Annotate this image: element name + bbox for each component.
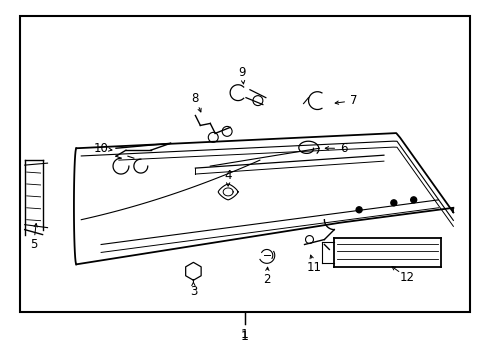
Circle shape <box>411 197 416 203</box>
Circle shape <box>391 200 397 206</box>
Text: 1: 1 <box>241 328 249 341</box>
Circle shape <box>356 207 362 213</box>
Text: 11: 11 <box>307 261 322 274</box>
Text: 10: 10 <box>94 142 109 155</box>
Text: 12: 12 <box>399 271 414 284</box>
Text: 1: 1 <box>241 330 249 343</box>
Bar <box>20 16 470 312</box>
Text: 3: 3 <box>190 285 197 298</box>
Text: 7: 7 <box>350 94 358 107</box>
Text: 9: 9 <box>238 66 246 79</box>
Text: 2: 2 <box>263 273 270 286</box>
Text: 5: 5 <box>30 238 37 251</box>
Text: 6: 6 <box>341 142 348 155</box>
Text: 4: 4 <box>224 168 232 181</box>
Text: 8: 8 <box>192 92 199 105</box>
